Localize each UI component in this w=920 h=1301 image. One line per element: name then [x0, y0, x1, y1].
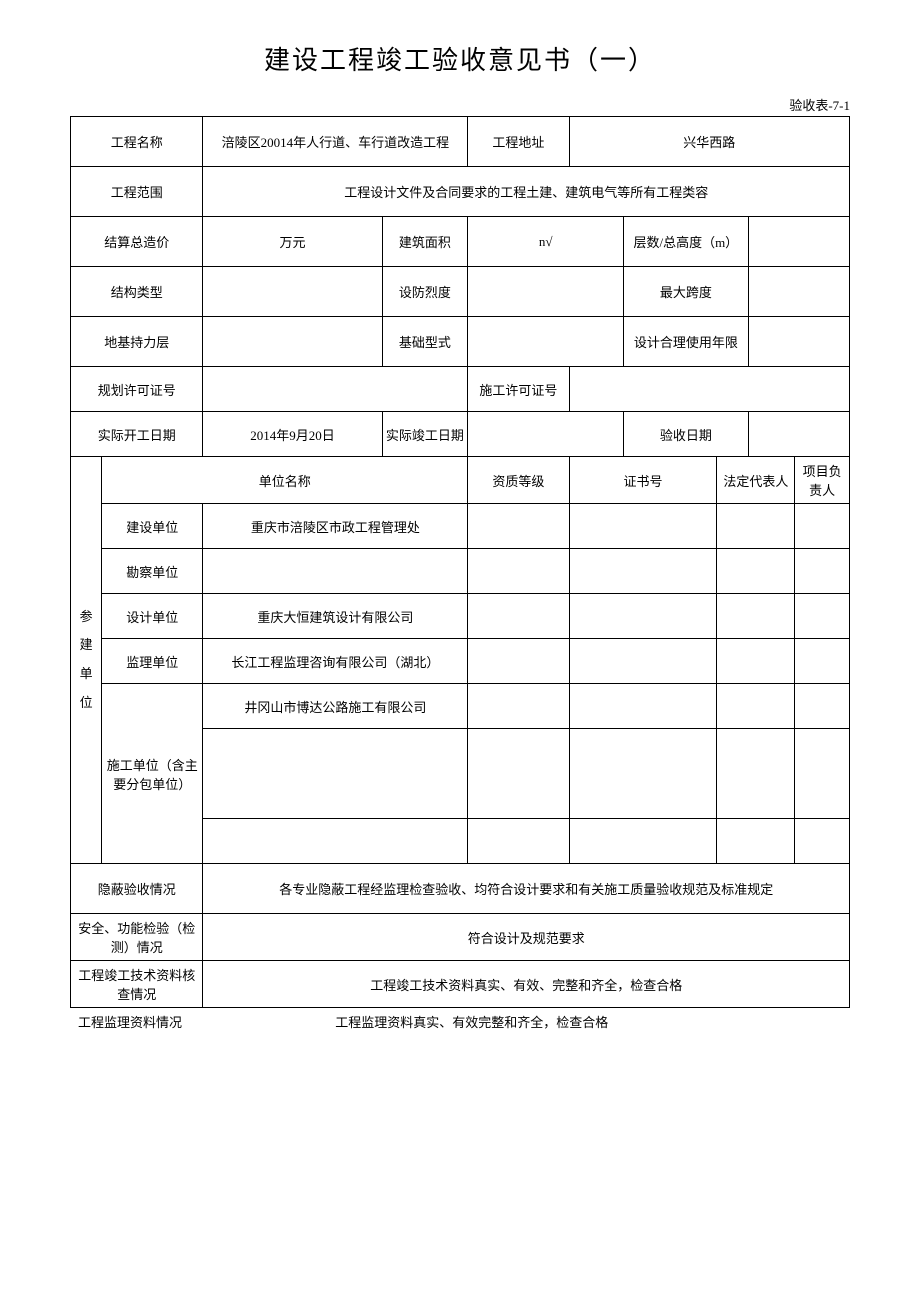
value-safety: 符合设计及规范要求 [203, 914, 850, 961]
value-supervision-unit: 长江工程监理咨询有限公司（湖北） [203, 639, 468, 684]
label-survey-unit: 勘察单位 [102, 549, 203, 594]
cell-superv-cert [569, 639, 717, 684]
label-floors-height: 层数/总高度（m） [624, 217, 749, 267]
label-design-unit: 设计单位 [102, 594, 203, 639]
cell-contr1-rep [717, 684, 795, 729]
page-title: 建设工程竣工验收意见书（一） [70, 40, 850, 77]
acceptance-form-table: 工程名称 涪陵区20014年人行道、车行道改造工程 工程地址 兴华西路 工程范围… [70, 116, 850, 1008]
cell-constr-cert [569, 504, 717, 549]
label-max-span: 最大跨度 [624, 267, 749, 317]
cell-survey-rep [717, 549, 795, 594]
value-settlement-cost: 万元 [203, 217, 382, 267]
header-qualification: 资质等级 [468, 457, 569, 504]
cell-superv-rep [717, 639, 795, 684]
label-structure-type: 结构类型 [71, 267, 203, 317]
value-construction-unit: 重庆市涪陵区市政工程管理处 [203, 504, 468, 549]
cell-survey-cert [569, 549, 717, 594]
label-building-area: 建筑面积 [382, 217, 468, 267]
value-project-address: 兴华西路 [569, 117, 850, 167]
label-actual-end: 实际竣工日期 [382, 412, 468, 457]
label-planning-permit: 规划许可证号 [71, 367, 203, 412]
label-supervision-unit: 监理单位 [102, 639, 203, 684]
header-legal-rep: 法定代表人 [717, 457, 795, 504]
cell-contr1-cert [569, 684, 717, 729]
label-contractor-unit: 施工单位（含主要分包单位） [102, 684, 203, 864]
cell-design-qual [468, 594, 569, 639]
cell-contr3-cert [569, 819, 717, 864]
value-floors-height [748, 217, 849, 267]
value-building-area: n√ [468, 217, 624, 267]
value-planning-permit [203, 367, 468, 412]
label-project-address: 工程地址 [468, 117, 569, 167]
cell-design-lead [795, 594, 850, 639]
label-concealed: 隐蔽验收情况 [71, 864, 203, 914]
cell-contr3-qual [468, 819, 569, 864]
cell-constr-rep [717, 504, 795, 549]
cell-contr2-rep [717, 729, 795, 819]
cell-survey-lead [795, 549, 850, 594]
value-foundation-type [468, 317, 624, 367]
cell-contr3-rep [717, 819, 795, 864]
value-construction-permit [569, 367, 850, 412]
value-seismic [468, 267, 624, 317]
value-acceptance-date [748, 412, 849, 457]
label-design-life: 设计合理使用年限 [624, 317, 749, 367]
header-unit-name: 单位名称 [102, 457, 468, 504]
form-code: 验收表-7-1 [70, 95, 850, 114]
value-survey-unit [203, 549, 468, 594]
label-completion-docs: 工程竣工技术资料核查情况 [71, 961, 203, 1008]
value-completion-docs: 工程竣工技术资料真实、有效、完整和齐全，检查合格 [203, 961, 850, 1008]
cell-superv-lead [795, 639, 850, 684]
value-structure-type [203, 267, 382, 317]
label-construction-permit: 施工许可证号 [468, 367, 569, 412]
value-actual-end [468, 412, 624, 457]
label-safety: 安全、功能检验（检测）情况 [71, 914, 203, 961]
cell-contr2-cert [569, 729, 717, 819]
value-actual-start: 2014年9月20日 [203, 412, 382, 457]
value-contractor-unit-3 [203, 819, 468, 864]
value-project-name: 涪陵区20014年人行道、车行道改造工程 [203, 117, 468, 167]
label-participating-units: 参建单位 [71, 457, 102, 864]
value-contractor-unit-2 [203, 729, 468, 819]
value-foundation-layer [203, 317, 382, 367]
value-design-life [748, 317, 849, 367]
cell-constr-lead [795, 504, 850, 549]
cell-survey-qual [468, 549, 569, 594]
label-construction-unit: 建设单位 [102, 504, 203, 549]
value-design-unit: 重庆大恒建筑设计有限公司 [203, 594, 468, 639]
label-supervision-docs: 工程监理资料情况 [70, 1012, 182, 1031]
label-seismic: 设防烈度 [382, 267, 468, 317]
header-cert-no: 证书号 [569, 457, 717, 504]
label-settlement-cost: 结算总造价 [71, 217, 203, 267]
cell-contr1-lead [795, 684, 850, 729]
label-acceptance-date: 验收日期 [624, 412, 749, 457]
value-concealed: 各专业隐蔽工程经监理检查验收、均符合设计要求和有关施工质量验收规范及标准规定 [203, 864, 850, 914]
cell-contr2-lead [795, 729, 850, 819]
cell-constr-qual [468, 504, 569, 549]
label-foundation-type: 基础型式 [382, 317, 468, 367]
cell-contr3-lead [795, 819, 850, 864]
value-contractor-unit-1: 井冈山市博达公路施工有限公司 [203, 684, 468, 729]
cell-design-cert [569, 594, 717, 639]
label-actual-start: 实际开工日期 [71, 412, 203, 457]
cell-design-rep [717, 594, 795, 639]
value-max-span [748, 267, 849, 317]
footer-row: 工程监理资料情况 工程监理资料真实、有效完整和齐全，检查合格 [70, 1008, 850, 1031]
value-supervision-docs: 工程监理资料真实、有效完整和齐全，检查合格 [185, 1012, 608, 1031]
label-project-name: 工程名称 [71, 117, 203, 167]
cell-contr1-qual [468, 684, 569, 729]
cell-superv-qual [468, 639, 569, 684]
label-foundation-layer: 地基持力层 [71, 317, 203, 367]
value-project-scope: 工程设计文件及合同要求的工程土建、建筑电气等所有工程类容 [203, 167, 850, 217]
label-project-scope: 工程范围 [71, 167, 203, 217]
cell-contr2-qual [468, 729, 569, 819]
header-project-lead: 项目负责人 [795, 457, 850, 504]
